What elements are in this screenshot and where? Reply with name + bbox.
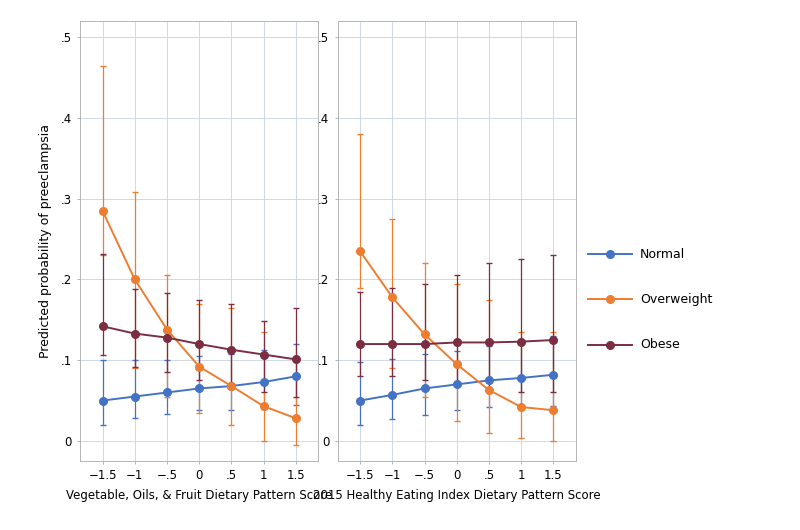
Text: Normal: Normal bbox=[640, 248, 686, 261]
Text: Overweight: Overweight bbox=[640, 293, 712, 306]
X-axis label: 2015 Healthy Eating Index Dietary Pattern Score: 2015 Healthy Eating Index Dietary Patter… bbox=[313, 489, 601, 502]
X-axis label: Vegetable, Oils, & Fruit Dietary Pattern Score: Vegetable, Oils, & Fruit Dietary Pattern… bbox=[66, 489, 332, 502]
Text: Obese: Obese bbox=[640, 338, 680, 351]
Y-axis label: Predicted probability of preeclampsia: Predicted probability of preeclampsia bbox=[39, 124, 52, 358]
